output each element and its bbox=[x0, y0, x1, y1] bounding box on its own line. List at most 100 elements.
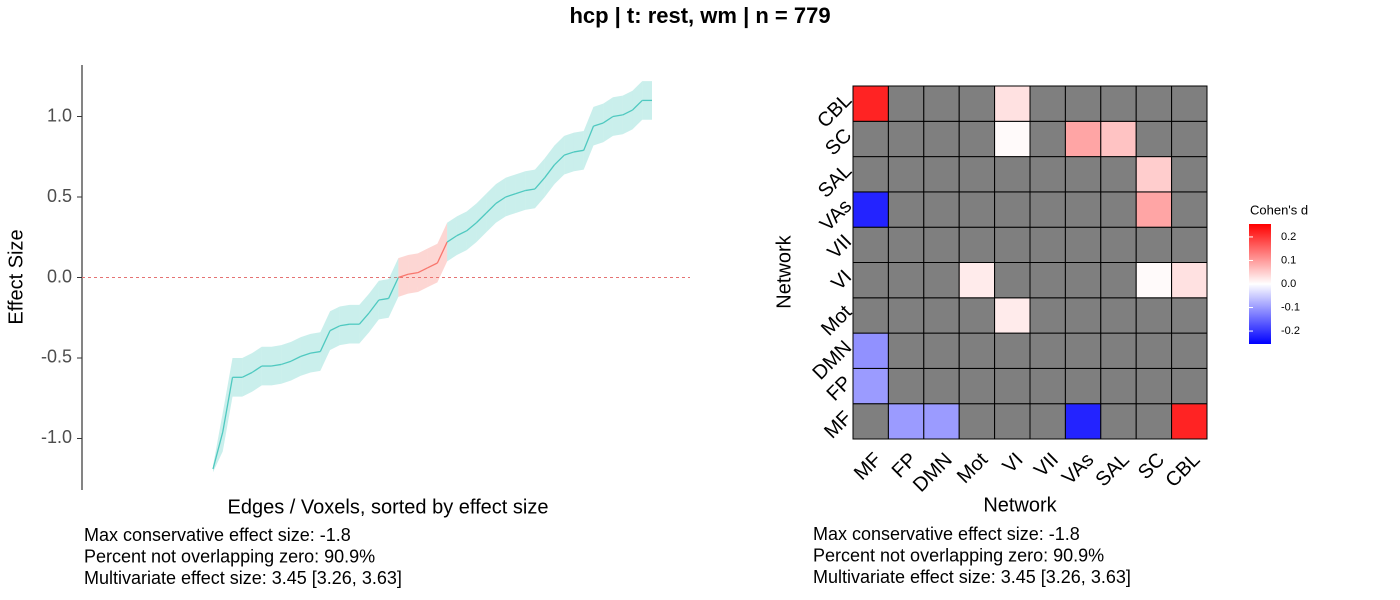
heatmap-cell bbox=[852, 226, 889, 263]
x-tick-label: DMN bbox=[909, 449, 957, 497]
heatmap-cell bbox=[1135, 332, 1173, 369]
heatmap-cell bbox=[852, 191, 889, 228]
effect-line bbox=[622, 109, 633, 116]
effect-line bbox=[505, 193, 516, 198]
heatmap-cell bbox=[923, 120, 960, 158]
effect-line bbox=[553, 154, 565, 166]
heatmap-cell bbox=[852, 85, 889, 122]
heatmap-cell bbox=[958, 156, 996, 193]
heatmap-cell bbox=[994, 226, 1031, 263]
heatmap-cell bbox=[958, 226, 996, 263]
effect-line bbox=[358, 312, 370, 325]
y-tick-label: Mot bbox=[817, 301, 856, 340]
heatmap-cell bbox=[1171, 226, 1208, 263]
heatmap-cell bbox=[1135, 262, 1173, 299]
effect-line bbox=[427, 262, 438, 269]
heatmap-cell bbox=[1100, 85, 1137, 122]
heatmap-cell bbox=[923, 156, 960, 193]
effect-line bbox=[222, 377, 234, 433]
heatmap-cell bbox=[1100, 226, 1137, 263]
x-tick-label: VAs bbox=[1058, 449, 1098, 489]
heatmap-cell bbox=[852, 367, 889, 405]
note: Max conservative effect size: -1.8 bbox=[813, 524, 1080, 544]
effect-line bbox=[544, 164, 555, 179]
effect-line bbox=[466, 222, 477, 232]
heatmap-cell bbox=[1135, 367, 1173, 405]
y-tick-label: 0.0 bbox=[47, 266, 72, 286]
heatmap-cell bbox=[1029, 332, 1066, 369]
heatmap-cell bbox=[1100, 367, 1137, 405]
colorbar-tick-label: -0.2 bbox=[1281, 325, 1300, 337]
heatmap-cell bbox=[852, 262, 889, 299]
effect-line bbox=[495, 196, 507, 204]
heatmap-cell bbox=[1064, 120, 1102, 158]
heatmap-cell bbox=[923, 262, 960, 299]
y-tick-label: SAL bbox=[814, 160, 856, 202]
note: Multivariate effect size: 3.45 [3.26, 3.… bbox=[813, 567, 1131, 587]
heatmap-cell bbox=[994, 191, 1031, 228]
heatmap-cell bbox=[1100, 262, 1137, 299]
x-axis-label: Edges / Voxels, sorted by effect size bbox=[228, 496, 549, 518]
colorbar bbox=[1249, 224, 1271, 344]
heatmap-cell bbox=[958, 85, 996, 122]
heatmap-cell bbox=[923, 332, 960, 369]
y-tick-label: -1.0 bbox=[41, 427, 72, 447]
heatmap-cell bbox=[887, 332, 925, 369]
effect-line bbox=[573, 149, 584, 153]
effect-line bbox=[612, 114, 623, 118]
effect-line bbox=[251, 365, 263, 374]
heatmap-cell bbox=[994, 403, 1031, 440]
heatmap-cell bbox=[1100, 297, 1137, 334]
heatmap-cell bbox=[1100, 332, 1137, 369]
heatmap-cell bbox=[923, 85, 960, 122]
effect-line bbox=[475, 212, 487, 224]
heatmap-cell bbox=[1100, 156, 1137, 193]
heatmap-cell bbox=[852, 297, 889, 334]
heatmap-cell bbox=[1064, 262, 1102, 299]
colorbar-title: Cohen's d bbox=[1250, 202, 1308, 217]
heatmap-cell bbox=[994, 332, 1031, 369]
x-axis-label: Network bbox=[983, 494, 1057, 516]
effect-line bbox=[632, 99, 643, 111]
heatmap-cell bbox=[1029, 85, 1066, 122]
effect-line bbox=[408, 272, 418, 275]
heatmap-cell bbox=[887, 367, 925, 405]
heatmap-cell bbox=[1064, 85, 1102, 122]
heatmap-cell bbox=[1064, 156, 1102, 193]
heatmap-cell bbox=[887, 191, 925, 228]
heatmap-cell bbox=[1135, 297, 1173, 334]
y-tick-label: 0.5 bbox=[47, 186, 72, 206]
effect-line bbox=[378, 297, 389, 301]
heatmap-cell bbox=[1029, 120, 1066, 158]
effect-line bbox=[583, 125, 595, 151]
effect-line bbox=[398, 273, 409, 279]
effect-line bbox=[515, 189, 526, 195]
heatmap-cell bbox=[994, 85, 1031, 122]
heatmap-cell bbox=[887, 297, 925, 334]
effect-line bbox=[241, 371, 253, 378]
heatmap-cell bbox=[1029, 403, 1066, 440]
heatmap-cell bbox=[1064, 403, 1102, 440]
heatmap-cell bbox=[958, 297, 996, 334]
note: Percent not overlapping zero: 90.9% bbox=[813, 545, 1104, 565]
heatmap-cell bbox=[1171, 85, 1208, 122]
heatmap-cell bbox=[1135, 85, 1173, 122]
effect-line bbox=[281, 360, 292, 366]
heatmap-cell bbox=[1171, 191, 1208, 228]
effect-line bbox=[563, 151, 575, 156]
y-tick-label: 1.0 bbox=[47, 105, 72, 125]
x-tick-label: Mot bbox=[953, 448, 992, 487]
heatmap-cell bbox=[958, 332, 996, 369]
effect-line bbox=[310, 350, 321, 354]
heatmap-cell bbox=[887, 156, 925, 193]
note: Percent not overlapping zero: 90.9% bbox=[84, 546, 375, 566]
effect-line bbox=[446, 235, 458, 243]
heatmap-cell bbox=[1135, 191, 1173, 228]
heatmap-cell bbox=[958, 191, 996, 228]
heatmap-cell bbox=[1064, 367, 1102, 405]
heatmap-cell bbox=[1029, 262, 1066, 299]
heatmap-cell bbox=[1029, 367, 1066, 405]
heatmap-cell bbox=[923, 297, 960, 334]
